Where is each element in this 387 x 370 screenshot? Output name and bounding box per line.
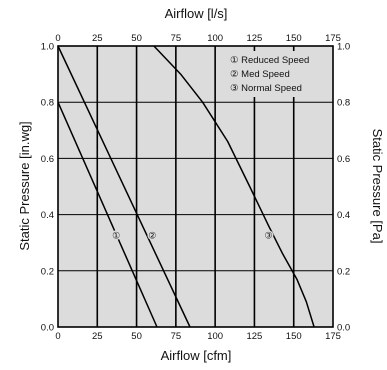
series-marker-1: ① <box>112 230 120 240</box>
left-tick-label: 1.0 <box>41 42 54 53</box>
top-axis-ticks: 0 25 50 75 100 125 150 175 <box>55 33 341 44</box>
right-axis-ticks: 0.0 0.2 0.4 0.6 0.8 1.0 <box>337 42 350 334</box>
x-tick-label: 25 <box>92 331 103 342</box>
series-marker-3: ③ <box>265 230 273 240</box>
right-tick-label: 0.4 <box>337 210 350 221</box>
x-tick-label: 100 <box>207 331 223 342</box>
top-tick-label: 25 <box>92 33 103 44</box>
legend-entry-med: ② Med Speed <box>230 69 290 80</box>
left-tick-label: 0.2 <box>41 266 54 277</box>
left-axis-ticks: 0.0 0.2 0.4 0.6 0.8 1.0 <box>41 42 54 334</box>
top-tick-label: 75 <box>171 33 182 44</box>
series-marker-2: ② <box>148 230 156 240</box>
x-tick-label: 75 <box>171 331 182 342</box>
chart-title: Airflow [l/s] <box>165 6 228 21</box>
x-axis-ticks: 0 25 50 75 100 125 150 175 <box>55 331 341 342</box>
top-tick-label: 125 <box>246 33 262 44</box>
left-tick-label: 0.6 <box>41 154 54 165</box>
x-tick-label: 50 <box>131 331 142 342</box>
left-tick-label: 0.0 <box>41 323 54 334</box>
right-tick-label: 0.8 <box>337 98 350 109</box>
legend: ① Reduced Speed ② Med Speed ③ Normal Spe… <box>226 51 326 97</box>
right-tick-label: 0.2 <box>337 266 350 277</box>
x-tick-label: 0 <box>55 331 60 342</box>
left-tick-label: 0.8 <box>41 98 54 109</box>
legend-entry-reduced: ① Reduced Speed <box>230 55 309 66</box>
x-axis-label: Airflow [cfm] <box>161 348 232 363</box>
legend-entry-normal: ③ Normal Speed <box>230 83 302 94</box>
right-tick-label: 0.6 <box>337 154 350 165</box>
top-tick-label: 100 <box>207 33 223 44</box>
top-tick-label: 50 <box>131 33 142 44</box>
x-tick-label: 150 <box>286 331 302 342</box>
x-tick-label: 125 <box>246 331 262 342</box>
left-tick-label: 0.4 <box>41 210 54 221</box>
right-tick-label: 1.0 <box>337 42 350 53</box>
right-tick-label: 0.0 <box>337 323 350 334</box>
y-axis-label: Static Pressure [in.wg] <box>17 121 32 250</box>
top-tick-label: 150 <box>286 33 302 44</box>
top-tick-label: 0 <box>55 33 60 44</box>
y2-axis-label: Static Pressure [Pa] <box>370 129 385 244</box>
